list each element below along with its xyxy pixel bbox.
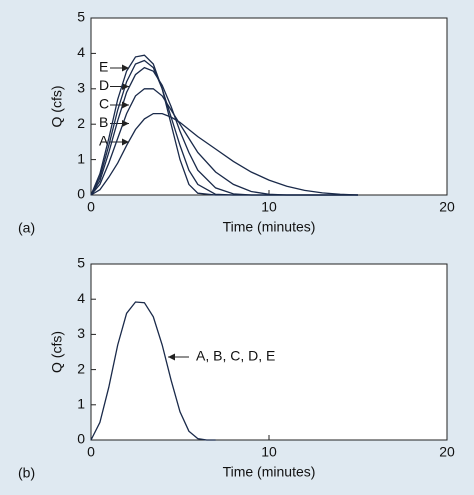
- y-tick-label: 1: [77, 396, 85, 412]
- series-label: A: [99, 133, 109, 149]
- panel-label: (a): [18, 220, 35, 236]
- label-arrow-head: [122, 64, 129, 72]
- y-tick-label: 5: [77, 9, 85, 25]
- label-arrow-head: [122, 138, 129, 146]
- y-tick-label: 4: [77, 44, 85, 60]
- x-tick-label: 10: [261, 444, 277, 460]
- x-tick-label: 0: [87, 199, 95, 215]
- series-label: B: [99, 114, 108, 130]
- y-tick-label: 5: [77, 255, 85, 271]
- x-tick-label: 0: [87, 444, 95, 460]
- y-tick-label: 2: [77, 360, 85, 376]
- x-axis-label: Time (minutes): [223, 219, 316, 235]
- series-label: C: [99, 96, 109, 112]
- y-tick-label: 0: [77, 431, 85, 447]
- series-line: [90, 301, 216, 441]
- label-arrow-head: [122, 83, 129, 90]
- label-arrow-head: [168, 353, 175, 361]
- x-tick-label: 20: [439, 199, 455, 215]
- y-tick-label: 0: [77, 186, 85, 202]
- panel-label: (b): [18, 465, 35, 481]
- y-tick-label: 4: [77, 290, 85, 306]
- y-tick-label: 3: [77, 80, 85, 96]
- series-label: E: [99, 59, 108, 75]
- series-label: D: [99, 77, 109, 93]
- plot-frame: [90, 17, 448, 196]
- plot-frame: [90, 263, 448, 441]
- series-line: [90, 112, 359, 196]
- y-tick-label: 1: [77, 150, 85, 166]
- y-axis-label: Q (cfs): [49, 86, 65, 128]
- y-tick-label: 2: [77, 115, 85, 131]
- series-label: A, B, C, D, E: [196, 348, 275, 364]
- x-tick-label: 10: [261, 199, 277, 215]
- label-arrow-head: [122, 120, 129, 127]
- series-line: [90, 54, 358, 196]
- y-axis-label: Q (cfs): [49, 331, 65, 373]
- x-tick-label: 20: [439, 444, 455, 460]
- label-arrow-head: [122, 101, 129, 109]
- x-axis-label: Time (minutes): [223, 464, 316, 480]
- y-tick-label: 3: [77, 325, 85, 341]
